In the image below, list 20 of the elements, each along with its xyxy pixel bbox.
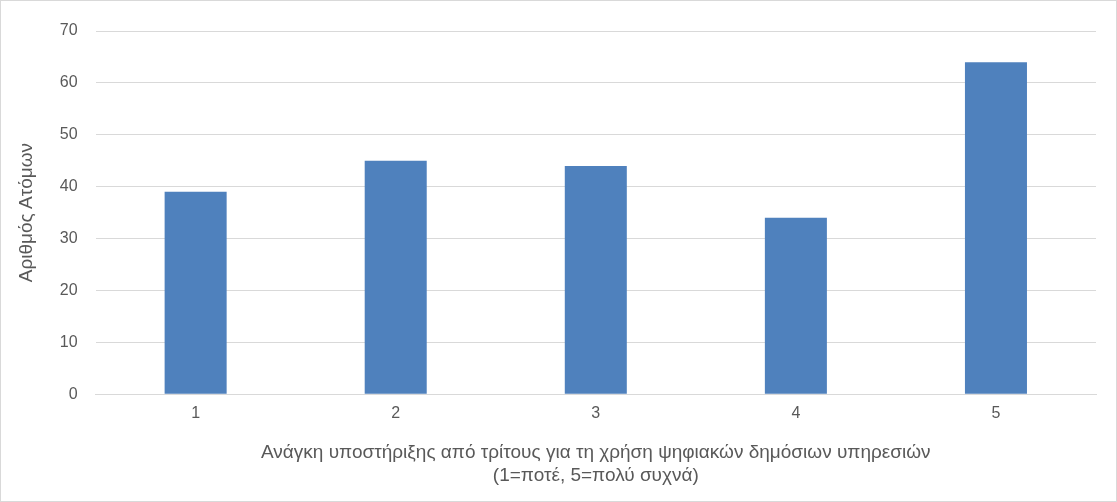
y-tick-label: 60 xyxy=(59,73,78,91)
y-tick-label: 20 xyxy=(59,280,78,298)
y-tick-label: 30 xyxy=(59,228,78,246)
x-tick-label: 4 xyxy=(791,404,801,422)
x-tick-label: 3 xyxy=(591,404,601,422)
y-tick-label: 0 xyxy=(68,384,78,402)
y-tick-label: 40 xyxy=(59,177,78,195)
x-tick-label: 1 xyxy=(191,404,201,422)
y-tick-label: 10 xyxy=(59,332,78,350)
y-tick-label: 50 xyxy=(59,125,78,143)
x-tick-label: 5 xyxy=(991,404,1001,422)
bar xyxy=(764,217,827,394)
bar xyxy=(364,160,427,394)
x-axis-title: Ανάγκη υποστήριξης από τρίτους για τη χρήση ψηφιακών δημόσιων υπηρεσιών (1=ποτέ, 5=πολύ συχνά) xyxy=(261,441,931,485)
bar xyxy=(564,165,627,394)
bar xyxy=(164,191,227,394)
bar xyxy=(964,62,1027,394)
x-tick-label: 2 xyxy=(391,404,401,422)
y-axis-title: Αριθμός Ατόμων xyxy=(14,143,36,283)
y-tick-label: 70 xyxy=(59,21,78,39)
